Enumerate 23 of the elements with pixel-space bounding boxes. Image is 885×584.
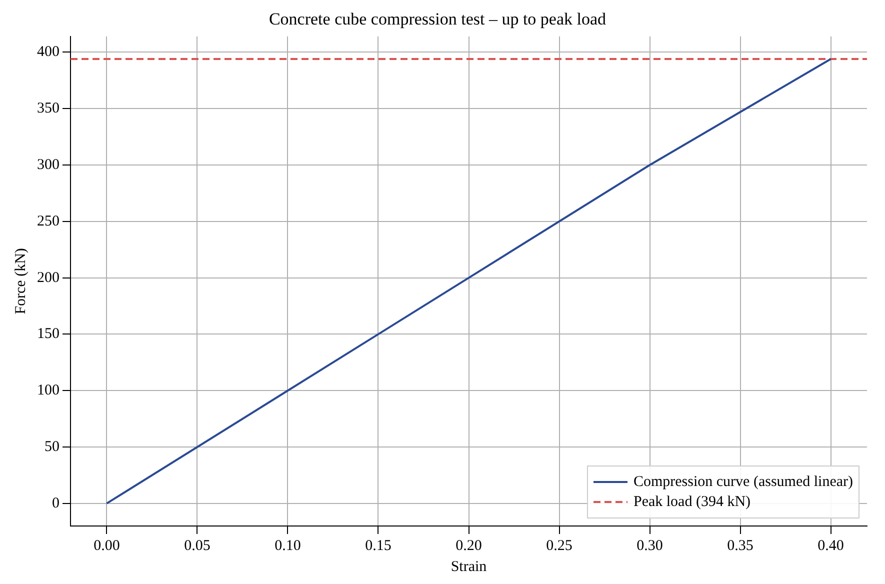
y-tick-label: 150 xyxy=(37,326,60,342)
x-tick-label: 0.40 xyxy=(818,538,844,554)
legend-label: Compression curve (assumed linear) xyxy=(633,474,854,490)
x-tick-label: 0.30 xyxy=(636,538,663,554)
legend-label: Peak load (394 kN) xyxy=(633,494,751,510)
y-tick-label: 300 xyxy=(37,156,60,173)
x-tick-label: 0.10 xyxy=(274,538,301,554)
x-tick-label: 0.35 xyxy=(727,538,754,554)
chart-title: Concrete cube compression test – up to peak load xyxy=(268,10,607,29)
y-axis-title: Force (kN) xyxy=(12,248,29,314)
x-tick-label: 0.15 xyxy=(365,538,392,554)
y-tick-label: 400 xyxy=(37,44,60,60)
x-tick-label: 0.25 xyxy=(546,538,572,554)
x-tick-label: 0.00 xyxy=(94,538,120,554)
x-axis-title: Strain xyxy=(450,558,488,575)
x-tick-label: 0.05 xyxy=(184,538,210,554)
y-tick-label: 100 xyxy=(37,382,60,399)
y-tick-label: 250 xyxy=(37,213,60,230)
y-tick-label: 0 xyxy=(52,495,60,512)
x-tick-label: 0.20 xyxy=(456,538,482,554)
y-tick-label: 350 xyxy=(37,100,60,117)
y-tick-label: 50 xyxy=(44,438,60,455)
y-tick-label: 200 xyxy=(37,270,60,286)
